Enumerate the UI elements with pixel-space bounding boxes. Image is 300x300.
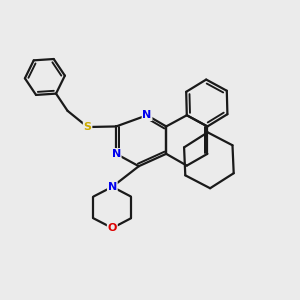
Text: N: N [142,110,152,120]
Text: N: N [112,149,121,159]
Text: S: S [84,122,92,132]
Text: N: N [108,182,117,192]
Text: O: O [108,223,117,233]
